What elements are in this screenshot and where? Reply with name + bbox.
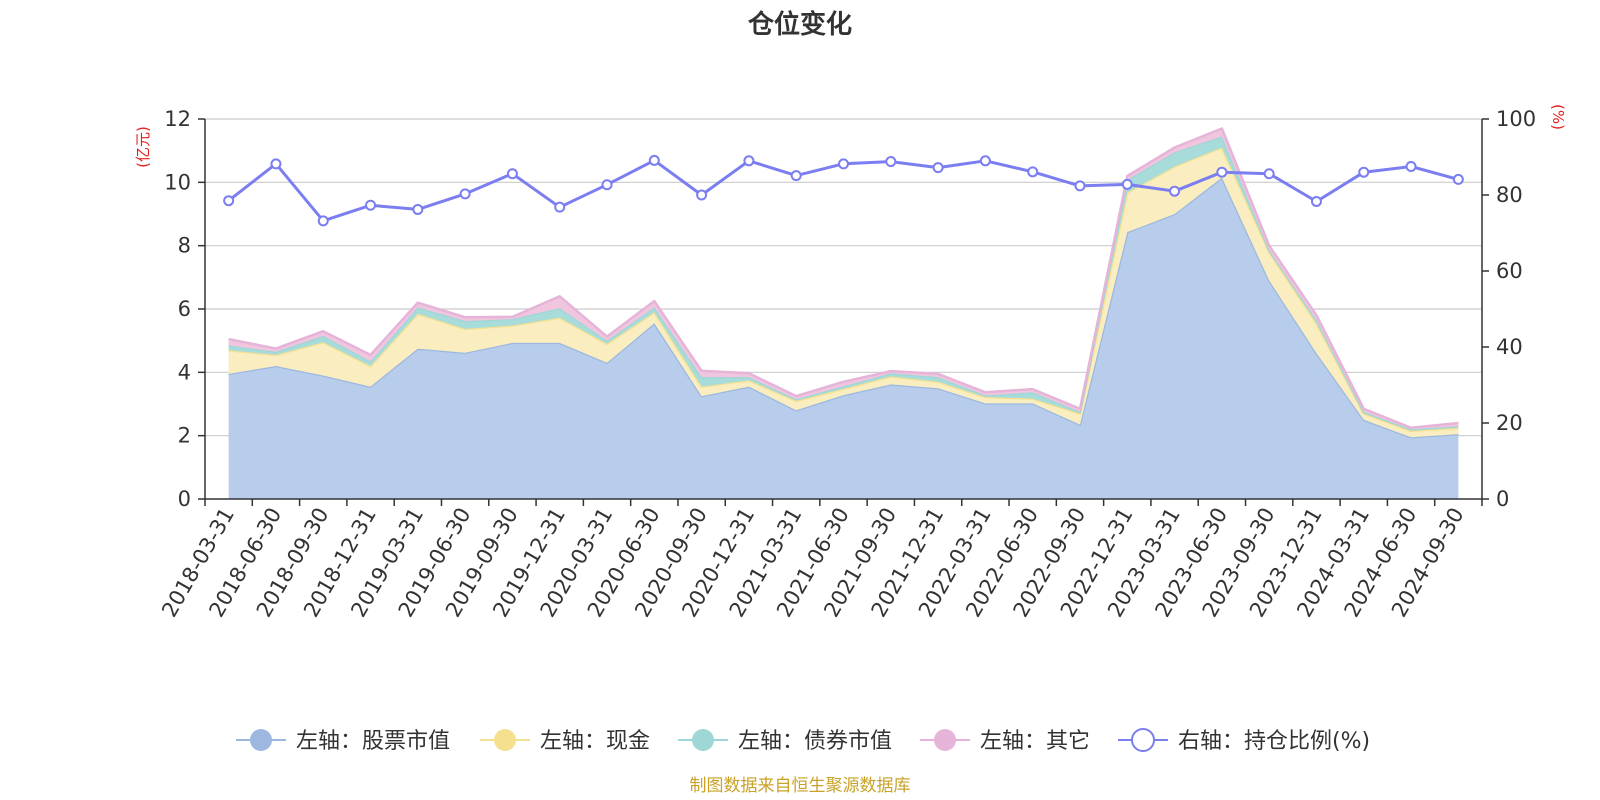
legend-marker [934, 729, 956, 751]
ratio-point [885, 156, 897, 168]
area-左轴：现金 [228, 147, 1459, 438]
area-左轴：股票市值 [228, 177, 1459, 499]
ratio-point [1027, 166, 1039, 178]
legend-marker [250, 729, 272, 751]
right-tick-label: 80 [1496, 183, 1523, 207]
left-tick-label: 4 [178, 360, 191, 384]
stacked-areas [228, 127, 1459, 499]
legend: 左轴：股票市值 左轴：现金 左轴：债券市值 左轴：其它 右轴：持仓比例(%) [236, 728, 1370, 754]
legend-item: 右轴：持仓比例(%) [1118, 728, 1370, 754]
left-tick-label: 8 [178, 234, 191, 258]
ratio-point [648, 154, 660, 166]
right-tick-label: 0 [1496, 487, 1509, 511]
right-tick-label: 100 [1496, 107, 1536, 131]
left-tick-label: 0 [178, 487, 191, 511]
ratio-point [1169, 185, 1181, 197]
right-tick-label: 60 [1496, 259, 1523, 283]
legend-marker [692, 729, 714, 751]
area-edge-左轴：其它 [228, 127, 1459, 430]
right-tick-label: 20 [1496, 411, 1523, 435]
ratio-point [1452, 173, 1464, 185]
legend-marker [494, 729, 516, 751]
ratio-point [412, 203, 424, 215]
axes: 0 2 4 6 8 10 12 0 20 40 60 80 100 [164, 107, 1536, 511]
left-tick-label: 12 [164, 107, 191, 131]
left-axis-unit: (亿元) [134, 126, 152, 168]
legend-item: 左轴：债券市值 [678, 729, 892, 754]
ratio-point [1358, 166, 1370, 178]
ratio-point [696, 189, 708, 201]
legend-label: 左轴：债券市值 [738, 729, 892, 754]
legend-label: 右轴：持仓比例(%) [1178, 729, 1370, 754]
legend-marker [1131, 728, 1155, 752]
ratio-point [223, 195, 235, 207]
legend-item: 左轴：其它 [920, 729, 1090, 754]
right-axis-unit: (%) [1549, 104, 1567, 130]
right-tick-label: 40 [1496, 335, 1523, 359]
position-ratio-line [223, 154, 1464, 227]
ratio-point [365, 199, 377, 211]
ratio-point [317, 215, 329, 227]
ratio-point [1074, 180, 1086, 192]
ratio-point [1263, 168, 1275, 180]
legend-item: 左轴：现金 [480, 729, 650, 754]
ratio-point [1121, 178, 1133, 190]
ratio-point [932, 162, 944, 174]
x-tick-labels: 2018-03-312018-06-302018-09-302018-12-31… [157, 503, 1469, 621]
left-tick-label: 10 [164, 170, 191, 194]
ratio-point [506, 168, 518, 180]
ratio-point [790, 170, 802, 182]
chart-title: 仓位变化 [747, 9, 852, 40]
ratio-point [979, 155, 991, 167]
legend-label: 左轴：其它 [980, 729, 1090, 754]
ratio-point [554, 201, 566, 213]
ratio-point [459, 188, 471, 200]
ratio-point [743, 155, 755, 167]
legend-label: 左轴：现金 [540, 729, 650, 754]
legend-item: 左轴：股票市值 [236, 729, 450, 754]
ratio-point [1405, 161, 1417, 172]
left-tick-label: 6 [178, 297, 191, 321]
ratio-point [601, 179, 613, 191]
ratio-point [270, 158, 282, 170]
ratio-point [1216, 166, 1228, 178]
ratio-point [1310, 195, 1322, 207]
left-tick-label: 2 [178, 424, 191, 448]
legend-label: 左轴：股票市值 [296, 729, 450, 754]
ratio-point [838, 158, 849, 170]
source-note: 制图数据来自恒生聚源数据库 [690, 776, 911, 796]
